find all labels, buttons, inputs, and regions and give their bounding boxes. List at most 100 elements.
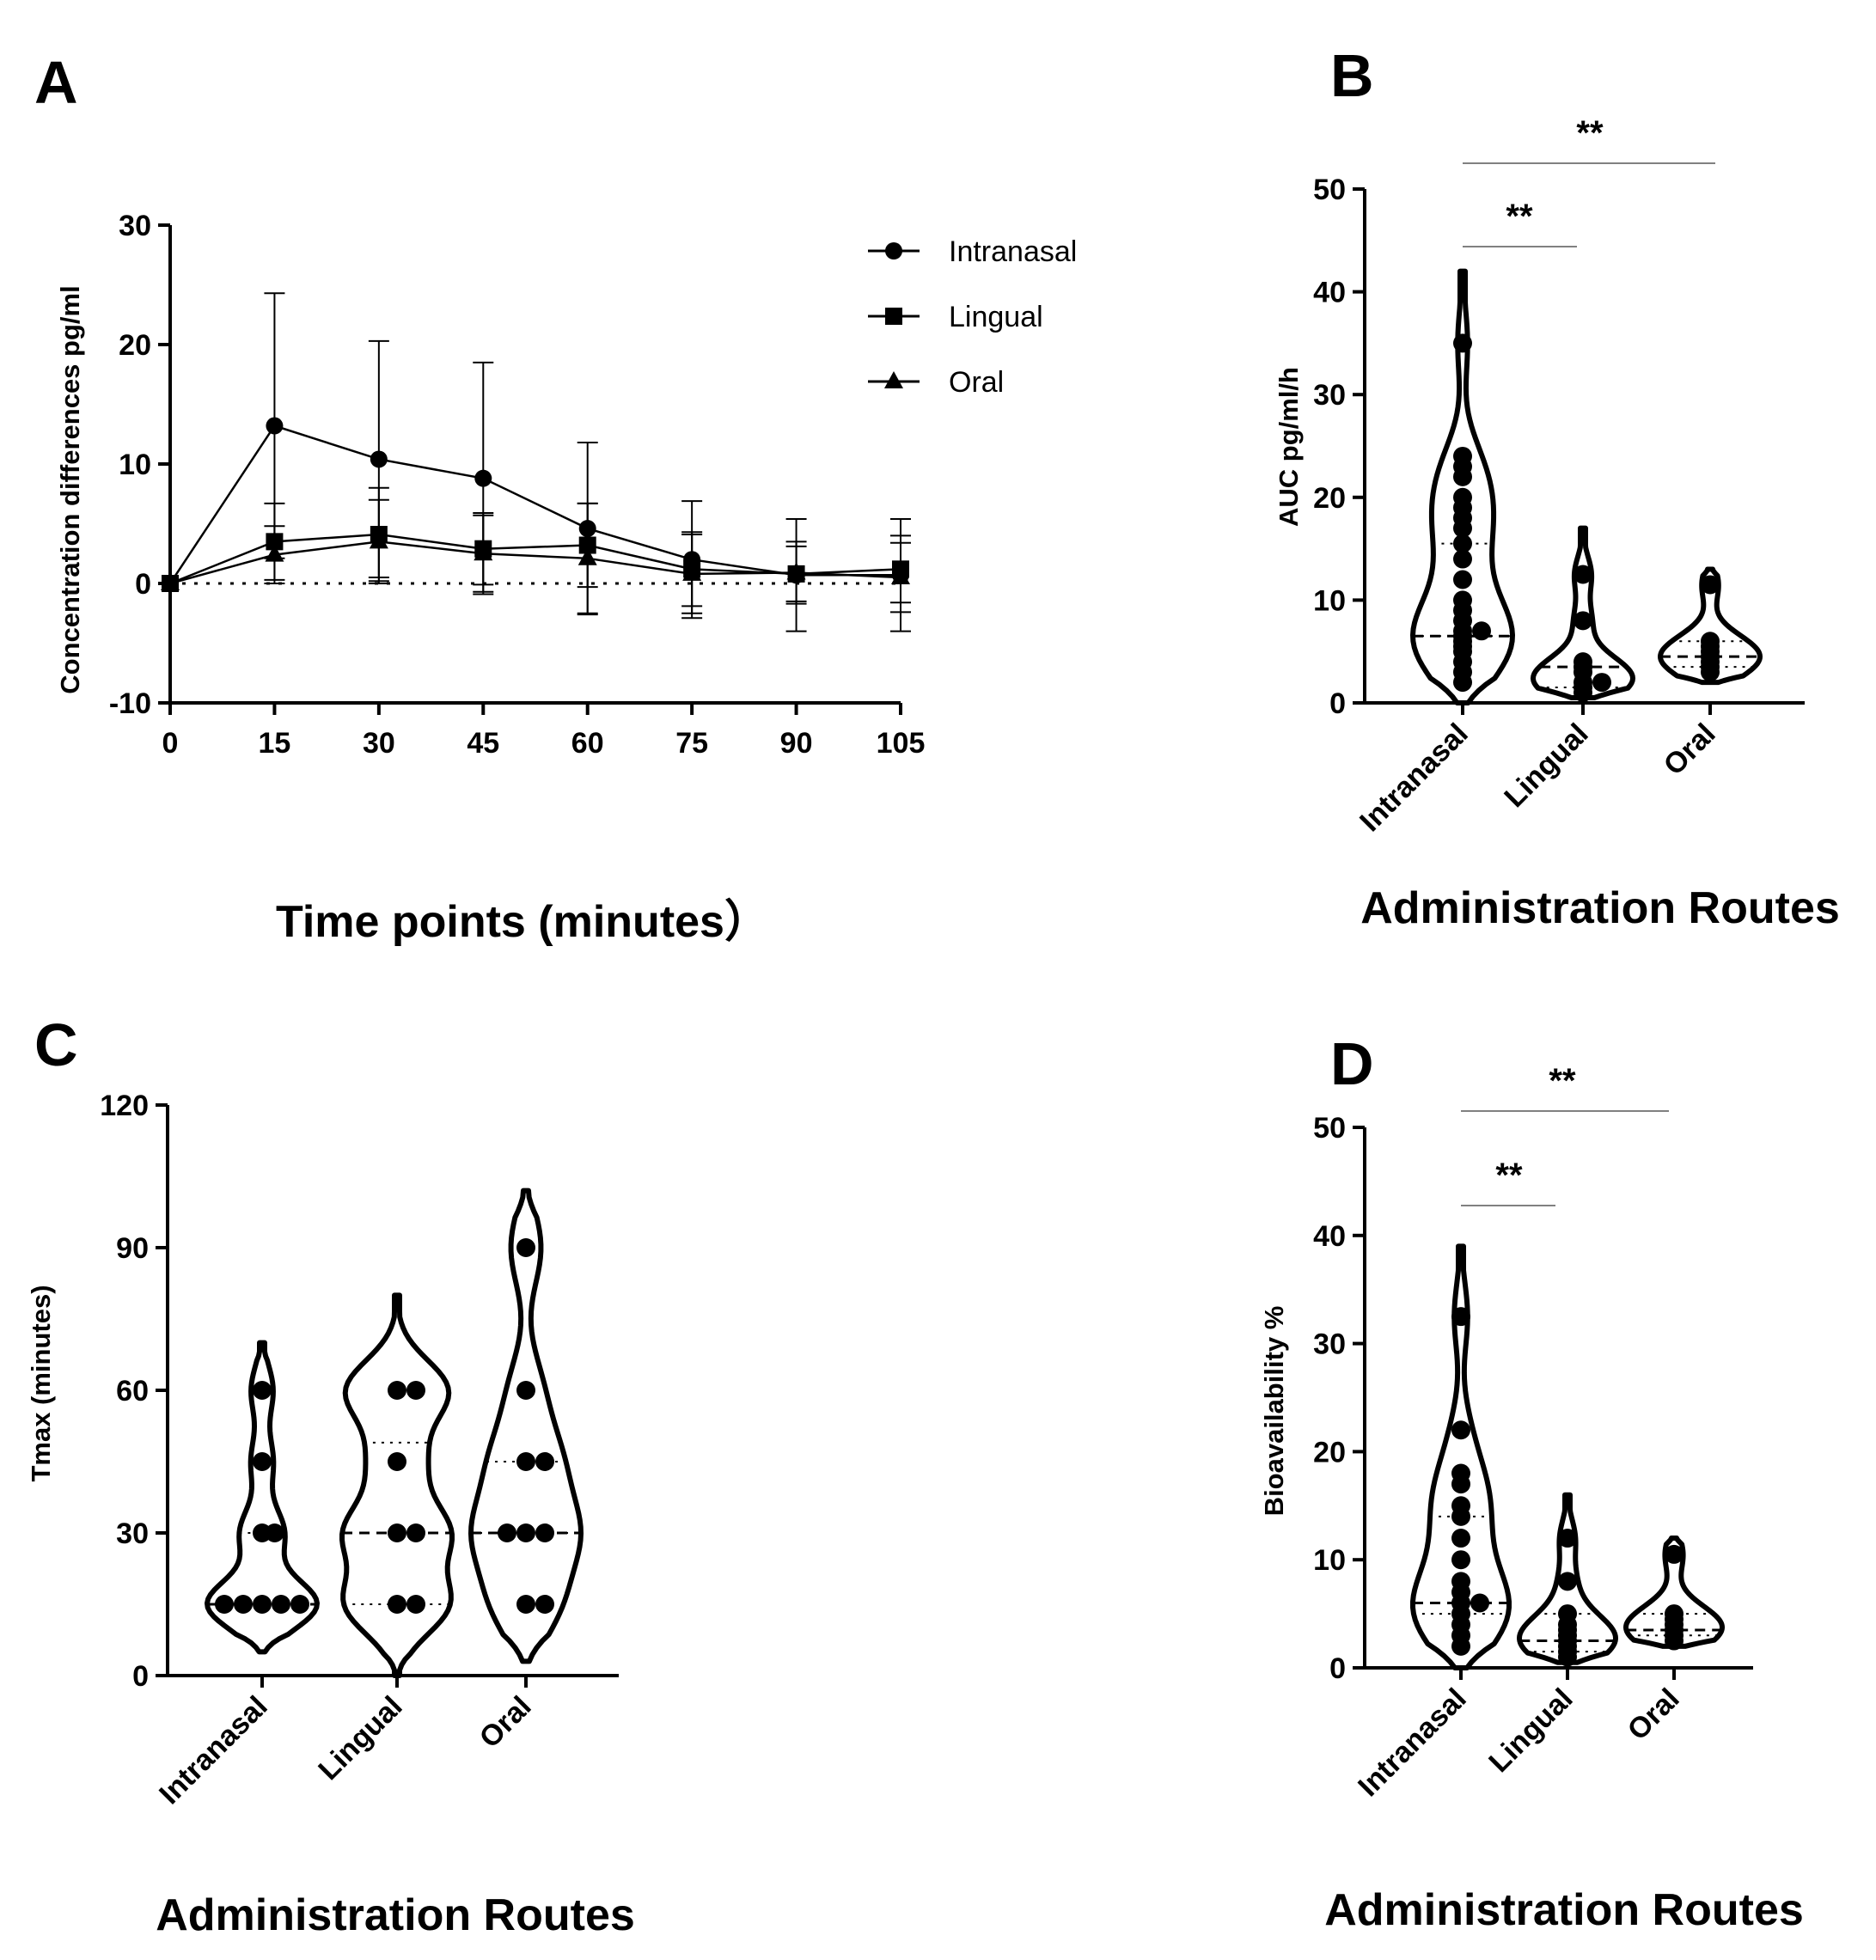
data-point: [215, 1595, 234, 1614]
data-point: [1665, 1604, 1684, 1624]
data-point: [1451, 1420, 1470, 1440]
data-point: [253, 1595, 272, 1614]
panel-c-x-axis-title: Administration Routes: [156, 1890, 635, 1940]
data-point-triangle: [161, 573, 180, 590]
significance-label: **: [1506, 198, 1533, 235]
data-point-triangle: [884, 371, 903, 388]
x-tick-label: 105: [877, 727, 926, 760]
y-tick-label: 30: [119, 210, 151, 242]
panel-b-axes: 0 10 20 30 40 50 Intranasal Lingual Oral: [1313, 174, 1805, 838]
violin-intranasal: [205, 1340, 320, 1655]
data-point-triangle: [577, 547, 597, 565]
data-point: [516, 1452, 535, 1471]
data-point: [1558, 1604, 1577, 1624]
x-tick-label-lingual: Lingual: [1482, 1682, 1579, 1779]
data-point: [234, 1595, 253, 1614]
data-point-square: [266, 533, 284, 551]
data-point: [1558, 1529, 1577, 1548]
y-tick-label: 20: [1313, 1436, 1346, 1468]
panel-a-letter: A: [34, 49, 78, 116]
y-tick-label: 40: [1313, 277, 1346, 309]
data-point-triangle: [891, 567, 910, 585]
data-point: [388, 1523, 406, 1542]
data-point: [388, 1595, 406, 1614]
data-point: [290, 1595, 309, 1614]
data-point: [406, 1523, 425, 1542]
legend-label-lingual: Lingual: [949, 301, 1043, 333]
data-point: [253, 1452, 272, 1471]
data-point: [516, 1238, 535, 1257]
y-tick-label: 50: [1313, 174, 1346, 206]
panel-a-legend: Intranasal Lingual Oral: [868, 235, 1077, 399]
y-tick-label: 20: [119, 329, 151, 362]
panel-b-marks: ** **: [1410, 114, 1763, 705]
y-tick-label: 10: [119, 449, 151, 481]
data-point: [253, 1381, 272, 1400]
data-point: [535, 1595, 554, 1614]
data-point-circle: [370, 450, 388, 468]
panel-c-letter: C: [34, 1011, 78, 1078]
data-point-circle: [578, 520, 596, 538]
x-tick-label: 0: [162, 727, 179, 760]
panel-c-violin-chart: C 0 30 60 90 120 Intranasal Lingual Oral Tmax (…: [26, 1011, 635, 1940]
panel-b-y-axis-label: AUC pg/ml/h: [1274, 367, 1304, 527]
x-tick-label-lingual: Lingual: [312, 1690, 408, 1786]
data-point-triangle: [786, 562, 806, 580]
violin-lingual: [1517, 1492, 1618, 1665]
x-tick-label: 15: [259, 727, 291, 760]
panel-d-y-axis-label: Bioavailability %: [1259, 1306, 1289, 1517]
y-tick-label: 120: [100, 1090, 149, 1122]
y-tick-label: 0: [1329, 1652, 1346, 1685]
violin-intranasal: [1410, 1243, 1512, 1670]
x-tick-label: 45: [467, 727, 499, 760]
significance-label: **: [1549, 1062, 1576, 1100]
data-point: [1453, 333, 1472, 353]
data-point-triangle: [265, 544, 284, 562]
legend-label-oral: Oral: [949, 366, 1004, 399]
data-point: [516, 1381, 535, 1400]
data-point: [1574, 611, 1592, 631]
data-point: [1453, 549, 1472, 569]
y-tick-label: 10: [1313, 584, 1346, 617]
x-tick-label-oral: Oral: [1622, 1682, 1686, 1747]
y-tick-label: 0: [135, 568, 151, 601]
y-tick-label: 90: [116, 1232, 149, 1265]
data-point: [1592, 673, 1611, 693]
data-point: [516, 1595, 535, 1614]
violin-oral: [1623, 1536, 1725, 1649]
data-point: [265, 1523, 284, 1542]
data-point: [535, 1523, 554, 1542]
x-tick-label-intranasal: Intranasal: [1354, 717, 1474, 838]
data-point: [498, 1523, 516, 1542]
data-point-triangle: [474, 543, 493, 561]
violin-lingual: [1531, 525, 1635, 701]
y-tick-label: 0: [1329, 687, 1346, 720]
data-point: [1470, 1593, 1489, 1613]
panel-b-x-axis-title: Administration Routes: [1360, 883, 1840, 933]
x-tick-label-oral: Oral: [474, 1690, 538, 1755]
data-point: [1701, 575, 1720, 595]
data-point-circle: [885, 242, 902, 260]
x-tick-label: 30: [363, 727, 395, 760]
x-tick-label-lingual: Lingual: [1498, 717, 1594, 814]
panel-d-x-axis-title: Administration Routes: [1324, 1885, 1804, 1935]
data-point: [1472, 621, 1491, 641]
data-point: [1574, 565, 1592, 584]
panel-c-y-axis-label: Tmax (minutes): [26, 1285, 56, 1481]
data-point: [1453, 534, 1472, 553]
data-point: [1451, 1572, 1470, 1591]
data-point: [1451, 1496, 1470, 1516]
data-point: [1701, 632, 1720, 651]
data-point-square: [885, 308, 902, 325]
data-point: [406, 1595, 425, 1614]
panel-a-y-axis-label: Concentration differences pg/ml: [55, 285, 85, 693]
data-point: [1453, 487, 1472, 507]
violin-intranasal: [1410, 268, 1515, 705]
panel-d-marks: ** **: [1410, 1062, 1725, 1670]
violin-oral: [468, 1188, 584, 1664]
x-tick-label-oral: Oral: [1658, 717, 1722, 782]
y-tick-label: -10: [109, 687, 151, 720]
data-point: [535, 1452, 554, 1471]
significance-label: **: [1495, 1157, 1523, 1194]
